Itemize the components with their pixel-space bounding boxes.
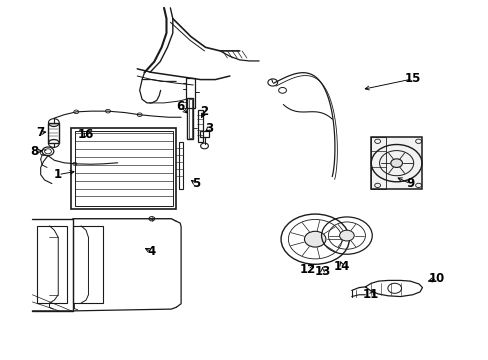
Bar: [187, 98, 193, 139]
Text: 10: 10: [428, 272, 444, 285]
Text: 5: 5: [191, 177, 200, 190]
Bar: [48, 123, 59, 143]
Bar: [199, 131, 209, 137]
Text: 13: 13: [314, 265, 330, 278]
Circle shape: [339, 230, 353, 241]
Circle shape: [390, 159, 402, 167]
Bar: [71, 128, 176, 209]
Text: 12: 12: [299, 263, 315, 276]
Circle shape: [304, 231, 325, 247]
Text: 7: 7: [37, 126, 44, 139]
Text: 9: 9: [406, 177, 413, 190]
Text: 8: 8: [31, 145, 39, 158]
Text: 1: 1: [54, 168, 62, 181]
Bar: [370, 137, 385, 189]
Bar: [370, 137, 422, 189]
Bar: [185, 78, 194, 108]
Text: 2: 2: [200, 105, 208, 118]
Bar: [37, 226, 67, 303]
Text: 16: 16: [78, 127, 94, 141]
Text: 15: 15: [404, 72, 420, 85]
Text: 3: 3: [205, 122, 213, 135]
Text: 14: 14: [333, 260, 349, 273]
Text: 11: 11: [363, 288, 379, 301]
Text: 4: 4: [147, 245, 156, 258]
Bar: [188, 99, 191, 138]
Bar: [73, 226, 103, 303]
Text: 6: 6: [176, 100, 184, 113]
Bar: [178, 142, 183, 189]
Bar: [198, 110, 202, 142]
Bar: [75, 131, 172, 206]
